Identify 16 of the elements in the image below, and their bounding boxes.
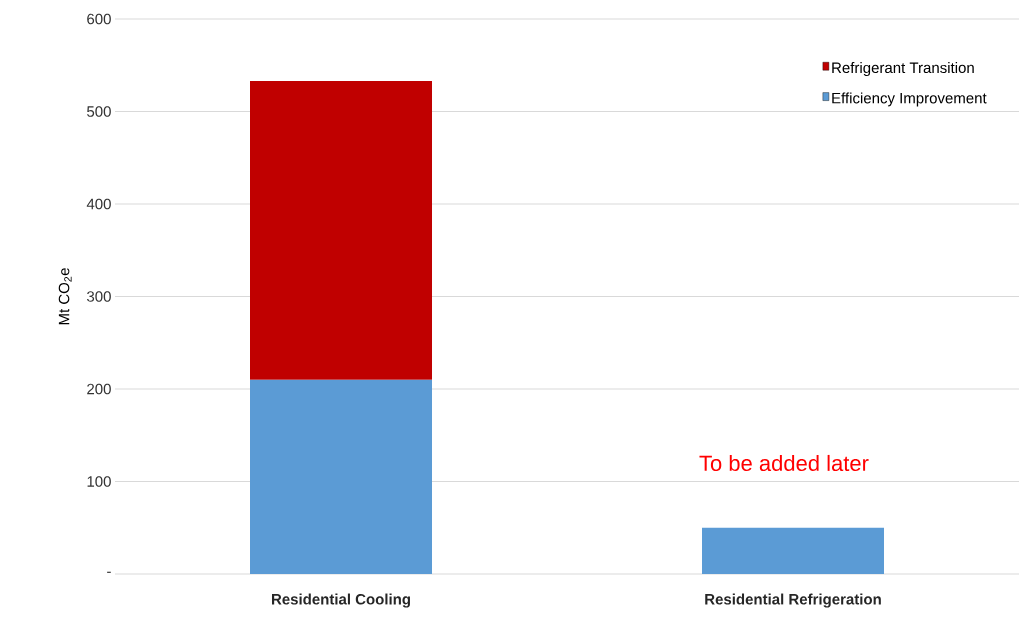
y-axis-title: Mt CO$_{2}$e	[58, 268, 72, 325]
legend-label: Refrigerant Transition	[832, 62, 974, 77]
bar	[250, 80, 433, 380]
y-tick-label: 300	[87, 291, 111, 302]
y-tick-label: 500	[87, 106, 111, 117]
bar	[702, 527, 885, 574]
legend-label: Efficiency Improvement	[832, 92, 987, 107]
x-tick-label: Residential Refrigeration	[705, 593, 881, 608]
y-tick-label: 600	[87, 13, 111, 25]
y-tick-label: 100	[87, 476, 111, 487]
bar	[250, 379, 433, 574]
annotation: To be added later	[699, 454, 869, 472]
x-tick-label: Residential Cooling	[272, 593, 410, 608]
y-tick-label: 400	[86, 198, 111, 210]
y-tick-label: -	[107, 571, 111, 573]
y-tick-label: 200	[87, 383, 111, 395]
